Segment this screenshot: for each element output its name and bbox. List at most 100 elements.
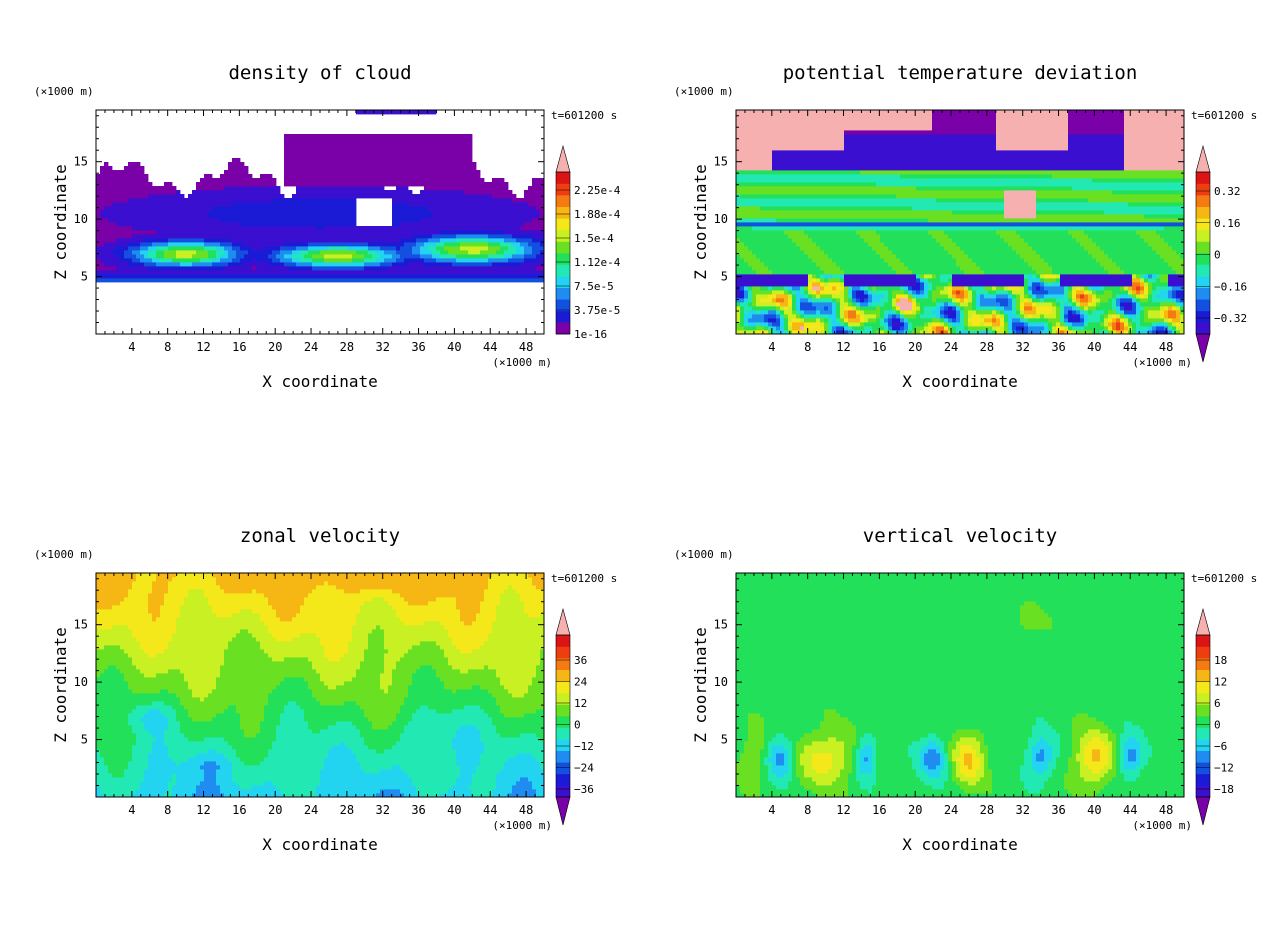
heatmap-cell <box>420 202 425 207</box>
heatmap-cell <box>812 194 817 199</box>
heatmap-cell <box>536 226 541 231</box>
heatmap-cell <box>812 214 817 219</box>
heatmap-cell <box>776 186 781 191</box>
heatmap-cell <box>388 142 393 147</box>
heatmap-cell <box>196 238 201 243</box>
heatmap-cell <box>748 218 753 223</box>
heatmap-cell <box>324 270 329 275</box>
heatmap-cell <box>464 178 469 183</box>
heatmap-cell <box>316 254 321 259</box>
heatmap-cell <box>772 250 777 255</box>
heatmap-cell <box>356 170 361 175</box>
heatmap-cell <box>256 242 261 247</box>
heatmap-cell <box>816 306 821 311</box>
heatmap-cell <box>216 214 221 219</box>
heatmap-cell <box>428 110 433 115</box>
heatmap-cell <box>268 262 273 267</box>
heatmap-cell <box>168 214 173 219</box>
heatmap-cell <box>100 278 105 283</box>
heatmap-cell <box>832 210 837 215</box>
heatmap-cell <box>828 318 833 323</box>
heatmap-cell <box>352 134 357 139</box>
heatmap-cell <box>100 178 105 183</box>
heatmap-cell <box>808 194 813 199</box>
heatmap-cell <box>304 178 309 183</box>
heatmap-cell <box>752 174 757 179</box>
heatmap-cell <box>752 178 757 183</box>
heatmap-cell <box>336 266 341 271</box>
heatmap-cell <box>824 182 829 187</box>
heatmap-cell <box>176 250 181 255</box>
heatmap-cell <box>332 246 337 251</box>
heatmap-cell <box>752 286 757 291</box>
heatmap-cell <box>484 222 489 227</box>
heatmap-cell <box>456 238 461 243</box>
heatmap-cell <box>828 130 833 135</box>
heatmap-cell <box>136 266 141 271</box>
heatmap-cell <box>788 182 793 187</box>
heatmap-cell <box>756 226 761 231</box>
heatmap-cell <box>244 242 249 247</box>
heatmap-cell <box>768 306 773 311</box>
heatmap-cell <box>124 186 129 191</box>
heatmap-cell <box>748 162 753 167</box>
heatmap-cell <box>516 270 521 275</box>
heatmap-cell <box>824 310 829 315</box>
heatmap-cell <box>304 218 309 223</box>
heatmap-cell <box>256 234 261 239</box>
heatmap-cell <box>100 194 105 199</box>
heatmap-cell <box>276 186 281 191</box>
heatmap-cell <box>764 278 769 283</box>
heatmap-cell <box>316 250 321 255</box>
heatmap-cell <box>324 274 329 279</box>
heatmap-cell <box>780 294 785 299</box>
heatmap-cell <box>144 226 149 231</box>
heatmap-cell <box>248 182 253 187</box>
heatmap-cell <box>812 318 817 323</box>
heatmap-cell <box>224 230 229 235</box>
heatmap-cell <box>752 294 757 299</box>
heatmap-cell <box>200 186 205 191</box>
heatmap-cell <box>780 330 785 335</box>
heatmap-cell <box>756 138 761 143</box>
heatmap-cell <box>124 266 129 271</box>
heatmap-cell <box>800 298 805 303</box>
heatmap-cell <box>396 270 401 275</box>
heatmap-cell <box>176 246 181 251</box>
heatmap-cell <box>368 170 373 175</box>
heatmap-cell <box>824 294 829 299</box>
heatmap-cell <box>100 242 105 247</box>
heatmap-cell <box>772 118 777 123</box>
heatmap-cell <box>832 134 837 139</box>
heatmap-cell <box>820 194 825 199</box>
heatmap-cell <box>500 182 505 187</box>
heatmap-cell <box>372 154 377 159</box>
heatmap-cell <box>128 230 133 235</box>
heatmap-cell <box>796 198 801 203</box>
heatmap-cell <box>788 266 793 271</box>
heatmap-cell <box>500 210 505 215</box>
heatmap-cell <box>448 234 453 239</box>
heatmap-cell <box>468 142 473 147</box>
heatmap-cell <box>804 230 809 235</box>
heatmap-cell <box>824 166 829 171</box>
heatmap-cell <box>324 158 329 163</box>
heatmap-cell <box>752 214 757 219</box>
heatmap-cell <box>404 222 409 227</box>
heatmap-cell <box>772 174 777 179</box>
heatmap-cell <box>744 114 749 119</box>
heatmap-cell <box>192 258 197 263</box>
heatmap-cell <box>328 258 333 263</box>
heatmap-cell <box>784 186 789 191</box>
heatmap-cell <box>188 258 193 263</box>
heatmap-cell <box>204 174 209 179</box>
heatmap-cell <box>344 194 349 199</box>
heatmap-cell <box>768 150 773 155</box>
heatmap-cell <box>780 266 785 271</box>
heatmap-cell <box>100 198 105 203</box>
heatmap-cell <box>788 306 793 311</box>
heatmap-cell <box>236 202 241 207</box>
heatmap-cell <box>144 270 149 275</box>
heatmap-cell <box>292 194 297 199</box>
heatmap-cell <box>776 206 781 211</box>
